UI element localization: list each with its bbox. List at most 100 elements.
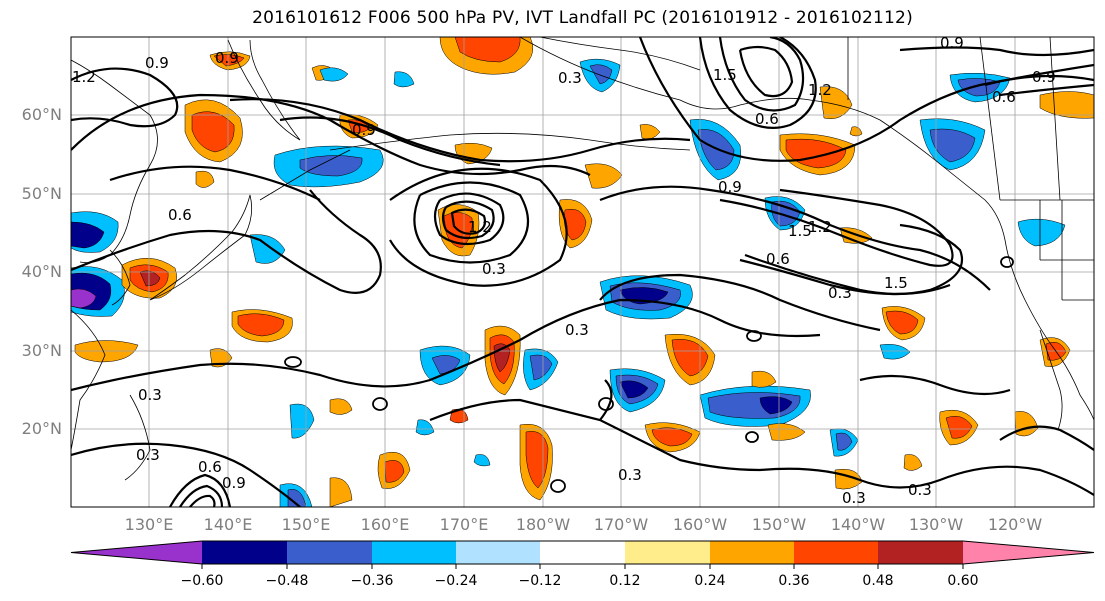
coastline-alaska	[519, 37, 1094, 421]
fill-blob	[697, 129, 735, 171]
contour-label: 0.6	[992, 88, 1016, 106]
fill-blob	[945, 416, 973, 439]
lon-label: 140°W	[830, 515, 886, 534]
fill-blob	[329, 477, 353, 507]
contour-label: 1.5	[713, 66, 737, 84]
fill-blob	[619, 380, 649, 399]
fill-blob	[767, 423, 806, 441]
fill-blob	[751, 370, 777, 388]
lon-label: 130°W	[908, 515, 964, 534]
colorbar-tick: −0.12	[518, 573, 562, 589]
contour-label: 1.5	[788, 222, 812, 240]
contour-label: 0.9	[352, 121, 376, 139]
fill-blob	[195, 170, 215, 188]
colorbar-tick: 0.24	[694, 573, 726, 589]
contour-label: 1.2	[808, 218, 832, 236]
contour-ring	[746, 330, 762, 342]
colorbar-tick: −0.48	[265, 573, 309, 589]
coastline-japan	[149, 194, 253, 301]
contour-label: 0.9	[940, 34, 964, 52]
contour-label: 0.3	[138, 386, 162, 404]
contour-labels: 1.2 0.9 0.9 0.3 1.5 1.2 0.9 0.6 0.9 0.6 …	[72, 34, 1056, 507]
contour-line	[429, 398, 1094, 496]
fill-blob	[299, 155, 363, 177]
colorbar-tick: 0.48	[862, 573, 894, 589]
contour-line	[738, 45, 794, 98]
ivt-contours	[71, 37, 1094, 507]
contour-ring	[550, 479, 566, 493]
colorbar-tick: 0.36	[778, 573, 810, 589]
lat-label: 60°N	[21, 105, 62, 124]
contour-label: 0.6	[198, 458, 222, 476]
fill-blob	[903, 454, 923, 471]
contour-label: 1.2	[808, 81, 832, 99]
contour-label: 1.2	[72, 68, 96, 86]
lon-label: 130°E	[124, 515, 174, 534]
coastline-china	[71, 309, 106, 451]
contour-label: 0.3	[565, 321, 589, 339]
contour-line	[109, 165, 321, 201]
contour-line	[179, 484, 224, 507]
fill-blob	[759, 396, 793, 415]
fill-blob	[319, 67, 349, 82]
contour-line	[984, 74, 1094, 87]
coastline-korea	[109, 249, 131, 306]
contour-line	[999, 83, 1094, 97]
contour-label: 0.3	[558, 69, 582, 87]
fill-blob	[393, 71, 415, 88]
fill-blob	[1017, 218, 1066, 247]
colorbar-tick: −0.24	[434, 573, 478, 589]
contour-line	[899, 46, 1094, 57]
contour-line	[744, 253, 951, 296]
lon-label: 140°E	[203, 515, 253, 534]
contour-label: 0.3	[828, 284, 852, 302]
contour-line	[718, 37, 805, 112]
colorbar-tick: −0.60	[180, 573, 224, 589]
fill-blob	[671, 339, 709, 377]
contour-label: 0.3	[618, 466, 642, 484]
fill-blob	[529, 354, 553, 381]
fill-blob	[237, 313, 285, 337]
contour-line	[441, 200, 495, 240]
lon-label: 170°W	[593, 515, 649, 534]
fill-blob	[384, 460, 405, 483]
contour-label: 0.9	[1032, 68, 1056, 86]
contour-label: 0.9	[222, 474, 246, 492]
contour-line	[71, 339, 521, 392]
coastline-alaska-north	[539, 37, 701, 71]
contour-line	[599, 185, 991, 291]
lat-label: 20°N	[21, 419, 62, 438]
contour-label: 0.9	[145, 54, 169, 72]
contour-label: 0.6	[168, 206, 192, 224]
contour-line	[999, 425, 1094, 451]
contour-line	[389, 167, 568, 287]
colorbar-tick: 0.12	[609, 573, 641, 589]
contour-line	[71, 442, 301, 507]
lon-label: 150°E	[281, 515, 331, 534]
fill-blob	[289, 403, 315, 439]
fill-blob	[584, 163, 623, 189]
contour-line	[189, 494, 216, 507]
fill-blob	[191, 111, 235, 153]
chart-title: 2016101612 F006 500 hPa PV, IVT Landfall…	[252, 8, 913, 28]
fill-blob	[473, 454, 491, 467]
coastline-kuril	[259, 149, 351, 201]
coastline-philippines	[124, 394, 151, 481]
fill-blob	[71, 221, 105, 249]
contour-ring	[372, 397, 388, 411]
contour-line	[71, 93, 591, 176]
fill-blob	[589, 64, 613, 85]
fill-blob	[819, 86, 853, 119]
contour-line	[698, 37, 817, 129]
fill-blob	[525, 431, 549, 489]
lat-label: 50°N	[21, 184, 62, 203]
graticule	[71, 37, 1094, 507]
fill-blob	[885, 310, 919, 335]
coastline-kamchatka	[227, 39, 301, 141]
fill-blob	[139, 270, 161, 287]
contour-ring	[598, 397, 614, 411]
fill-blob	[879, 344, 911, 360]
fill-blob	[849, 126, 863, 137]
coastline-aleutians	[329, 132, 691, 151]
